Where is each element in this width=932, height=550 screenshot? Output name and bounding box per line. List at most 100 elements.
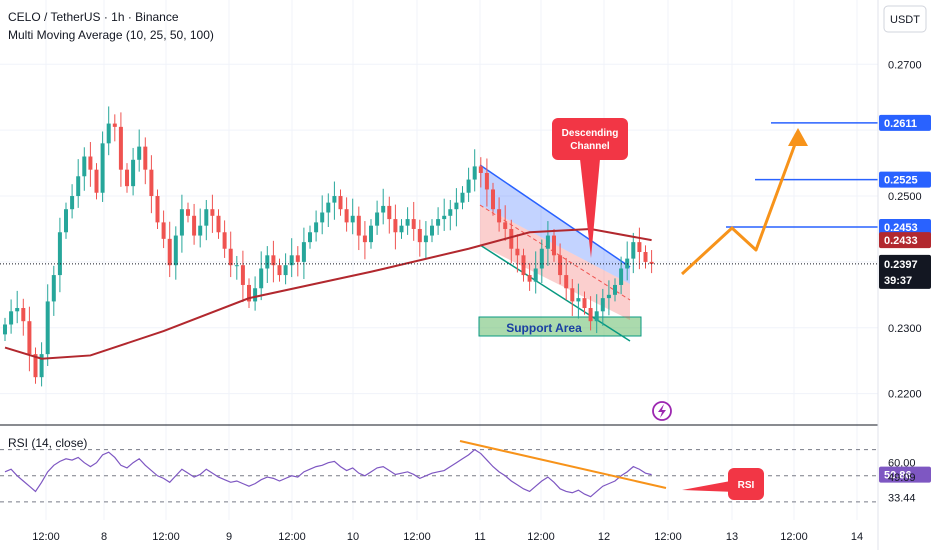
time-tick-label: 12:00 <box>278 531 306 543</box>
currency-button-label: USDT <box>890 14 920 26</box>
candle-body <box>448 209 453 216</box>
candle-body <box>301 242 306 262</box>
level-badge-bg <box>879 171 931 188</box>
rsi-trendline <box>459 440 667 489</box>
channel-red-zone <box>480 205 630 320</box>
candle-body <box>314 222 319 233</box>
candle-body <box>45 301 50 355</box>
candle-body <box>240 265 245 285</box>
symbol-title[interactable]: CELO / TetherUS · 1h · Binance <box>8 10 179 24</box>
moving-average-line <box>4 227 652 360</box>
level-badge-bg <box>879 114 931 131</box>
candle-body <box>478 166 483 173</box>
rsi-title[interactable]: RSI (14, close) <box>8 436 88 450</box>
time-tick-label: 11 <box>474 531 485 543</box>
candle-body <box>369 225 373 243</box>
last-price-badge: 0.2397 <box>884 259 918 271</box>
candle-body <box>216 215 221 233</box>
candle-body <box>545 235 550 249</box>
candle-body <box>320 212 325 223</box>
candle-body <box>161 222 166 239</box>
candle-body <box>125 169 129 187</box>
candle-body <box>436 219 441 226</box>
candle-body <box>192 215 197 236</box>
projection-arrowhead <box>788 128 808 146</box>
level-badge: 0.2611 <box>884 118 917 130</box>
callout-line-2: Channel <box>570 141 610 152</box>
time-tick-label: 12:00 <box>527 531 555 543</box>
time-tick-label: 10 <box>347 531 359 543</box>
candle-body <box>57 232 62 276</box>
indicator-title[interactable]: Multi Moving Average (10, 25, 50, 100) <box>8 28 214 42</box>
ma-badge: 0.2433 <box>884 235 918 247</box>
currency-button[interactable]: USDT <box>883 5 927 33</box>
candle-body <box>283 265 288 276</box>
candle-body <box>350 215 355 223</box>
rsi-callout: RSI <box>682 468 764 500</box>
candle-body <box>576 298 581 302</box>
ma-badge-bg <box>879 232 931 249</box>
candle-body <box>338 196 343 210</box>
time-tick-label: 8 <box>101 531 107 543</box>
candle-body <box>515 248 520 256</box>
candle-body <box>210 209 215 216</box>
candle-body <box>332 196 337 203</box>
channel-blue-zone <box>480 165 630 284</box>
time-axis: 12:00 8 12:00 9 12:00 10 12:00 11 12:00 12 12:00 13… <box>32 531 863 543</box>
price-tick-label: 0.2300 <box>888 323 922 335</box>
candle-body <box>533 268 538 282</box>
time-tick-label: 12:00 <box>654 531 682 543</box>
candle-body <box>527 275 532 282</box>
candle-body <box>613 284 617 295</box>
candle-body <box>39 354 44 378</box>
candle-body <box>21 308 26 322</box>
candle-body <box>82 156 87 177</box>
candle-body <box>131 159 136 187</box>
candle-body <box>155 196 160 223</box>
candle-body <box>15 308 20 312</box>
time-tick-label: 9 <box>226 531 232 543</box>
candle-body <box>552 235 556 256</box>
candle-body <box>94 169 99 193</box>
candle-body <box>3 324 7 335</box>
rsi-line <box>4 448 652 498</box>
candle-body <box>143 146 148 170</box>
candle-body <box>51 275 56 302</box>
candle-body <box>234 265 239 267</box>
level-badge: 0.2453 <box>884 222 918 234</box>
callout-box <box>552 118 628 160</box>
price-level-lines <box>726 122 878 228</box>
candle-body <box>88 156 93 170</box>
candle-body <box>631 242 636 259</box>
candle-body <box>491 189 495 210</box>
rsi-callout-box <box>728 468 764 500</box>
callout-pointer <box>580 159 600 258</box>
time-tick-label: 14 <box>851 531 863 543</box>
candle-body <box>588 308 593 322</box>
candle-body <box>643 252 648 262</box>
time-tick-label: 12:00 <box>780 531 808 543</box>
candle-body <box>619 268 624 285</box>
candle-body <box>271 255 276 266</box>
countdown-badge: 39:37 <box>884 275 912 287</box>
rsi-tick-label: 33.44 <box>888 492 916 504</box>
channel-lower-line <box>479 244 631 342</box>
candle-body <box>277 265 282 276</box>
candle-body <box>649 261 654 264</box>
candle-body <box>454 202 459 210</box>
candle-body <box>411 219 416 229</box>
candle-body <box>33 354 38 378</box>
candle-body <box>9 311 14 325</box>
candle-body <box>173 235 178 266</box>
candle-body <box>295 255 300 262</box>
candles <box>3 106 654 387</box>
candle-body <box>564 275 569 289</box>
candle-body <box>100 143 105 193</box>
time-tick-label: 13 <box>726 531 738 543</box>
grid-lines <box>0 0 878 520</box>
candle-body <box>356 215 361 236</box>
candle-body <box>106 123 111 144</box>
candle-body <box>344 209 349 223</box>
lightning-icon[interactable] <box>652 401 672 421</box>
